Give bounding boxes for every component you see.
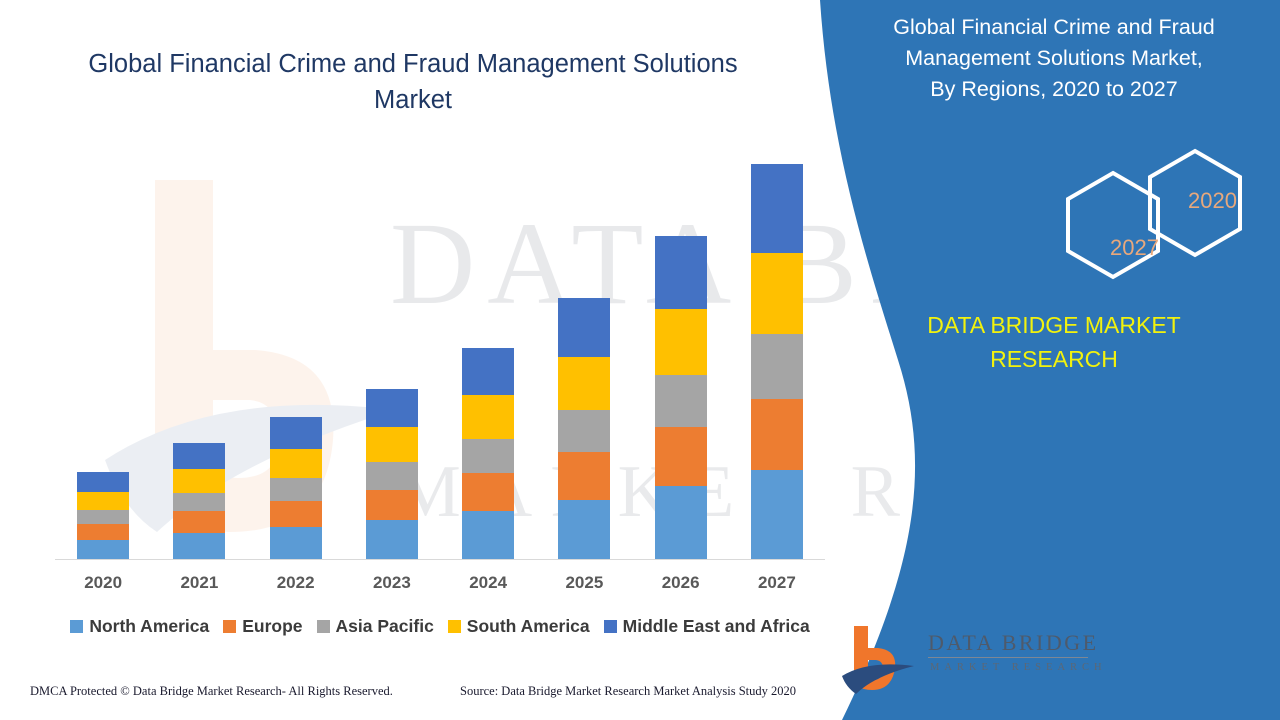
- bar-segment[interactable]: [269, 527, 322, 559]
- bar-segment[interactable]: [269, 478, 322, 502]
- bar-2020[interactable]: [77, 471, 130, 559]
- bar-segment[interactable]: [365, 462, 418, 490]
- bar-segment[interactable]: [77, 492, 130, 511]
- legend-swatch-icon: [603, 620, 617, 633]
- bar-segment[interactable]: [750, 253, 803, 335]
- dbmr-divider: [928, 657, 1088, 658]
- legend-swatch-icon: [223, 620, 237, 633]
- chart-plot-area: [55, 150, 825, 560]
- hexagon-group: 2020 2027: [950, 145, 1270, 285]
- bar-segment[interactable]: [462, 511, 515, 559]
- panel-title-line2: Management Solutions Market,: [905, 46, 1203, 70]
- x-axis-tick-2025: 2025: [565, 573, 604, 592]
- bar-segment[interactable]: [173, 443, 226, 470]
- panel-brand-text: DATA BRIDGE MARKET RESEARCH: [848, 308, 1260, 376]
- bar-segment[interactable]: [558, 410, 611, 453]
- panel-title-line3: By Regions, 2020 to 2027: [930, 77, 1178, 101]
- bar-2021[interactable]: [173, 443, 226, 559]
- bar-segment[interactable]: [77, 523, 130, 540]
- bar-2025[interactable]: [558, 297, 611, 559]
- bar-segment[interactable]: [462, 347, 515, 396]
- hexagon-label-far: 2020: [1188, 188, 1237, 213]
- legend-label: Asia Pacific: [335, 616, 434, 636]
- bar-segment[interactable]: [654, 236, 707, 310]
- legend-item[interactable]: Middle East and Africa: [603, 616, 810, 637]
- bar-segment[interactable]: [558, 297, 611, 357]
- bar-segment[interactable]: [558, 452, 611, 500]
- bar-segment[interactable]: [173, 532, 226, 559]
- bar-segment[interactable]: [654, 427, 707, 487]
- bar-segment[interactable]: [365, 520, 418, 559]
- legend-label: South America: [466, 616, 590, 636]
- bar-segment[interactable]: [558, 356, 611, 411]
- bar-2026[interactable]: [654, 236, 707, 559]
- bar-segment[interactable]: [77, 510, 130, 524]
- dbmr-wordmark: DATA BRIDGE: [928, 630, 1099, 655]
- bar-2024[interactable]: [462, 347, 515, 559]
- bar-segment[interactable]: [269, 417, 322, 449]
- panel-brand-line2: RESEARCH: [990, 346, 1118, 372]
- bar-segment[interactable]: [462, 472, 515, 512]
- legend-item[interactable]: North America: [70, 616, 209, 637]
- bar-segment[interactable]: [750, 398, 803, 471]
- panel-title: Global Financial Crime and Fraud Managem…: [848, 12, 1260, 105]
- x-axis-labels: 2020 2021 2022 2023 2024 2025 2026 2027: [55, 573, 825, 597]
- legend-swatch-icon: [316, 620, 330, 633]
- x-axis-tick-2026: 2026: [661, 573, 700, 592]
- chart-legend: North America Europe Asia Pacific South Ame…: [55, 616, 825, 637]
- bar-segment[interactable]: [365, 427, 418, 463]
- bar-segment[interactable]: [558, 499, 611, 559]
- x-axis-tick-2020: 2020: [84, 573, 123, 592]
- bar-segment[interactable]: [462, 438, 515, 473]
- x-axis-tick-2023: 2023: [372, 573, 411, 592]
- legend-item[interactable]: Asia Pacific: [316, 616, 434, 637]
- bar-segment[interactable]: [173, 469, 226, 494]
- dbmr-logo-mark-icon: [842, 626, 914, 694]
- bar-segment[interactable]: [173, 511, 226, 533]
- bar-segment[interactable]: [173, 493, 226, 512]
- bar-segment[interactable]: [77, 539, 130, 559]
- dbmr-submark: MARKET RESEARCH: [930, 662, 1107, 673]
- footer-source: Source: Data Bridge Market Research Mark…: [460, 684, 797, 698]
- panel-title-line1: Global Financial Crime and Fraud: [893, 15, 1215, 39]
- hexagon-outlines-icon: [1066, 148, 1242, 280]
- legend-swatch-icon: [447, 620, 461, 633]
- bar-segment[interactable]: [269, 501, 322, 528]
- chart-title: Global Financial Crime and Fraud Managem…: [88, 50, 738, 114]
- bar-segment[interactable]: [365, 388, 418, 428]
- bar-segment[interactable]: [269, 448, 322, 479]
- x-axis-line: [55, 559, 825, 560]
- legend-label: Middle East and Africa: [622, 616, 810, 636]
- x-axis-tick-2022: 2022: [276, 573, 315, 592]
- bar-2023[interactable]: [365, 388, 418, 559]
- x-axis-tick-2027: 2027: [757, 573, 796, 592]
- bar-2022[interactable]: [269, 417, 322, 559]
- footer-copyright: DMCA Protected © Data Bridge Market Rese…: [30, 684, 393, 698]
- legend-label: Europe: [242, 616, 303, 636]
- right-side-panel: Global Financial Crime and Fraud Managem…: [820, 0, 1280, 720]
- dbmr-logo: DATA BRIDGE MARKET RESEARCH: [840, 620, 1102, 700]
- bar-2027[interactable]: [750, 163, 803, 559]
- panel-background-shape: [820, 0, 1280, 720]
- panel-content: Global Financial Crime and Fraud Managem…: [820, 0, 1280, 720]
- legend-item[interactable]: Europe: [223, 616, 303, 637]
- panel-brand-line1: DATA BRIDGE MARKET: [927, 312, 1181, 338]
- legend-swatch-icon: [70, 620, 84, 633]
- bar-segment[interactable]: [750, 470, 803, 559]
- bar-segment[interactable]: [77, 471, 130, 492]
- bar-segment[interactable]: [462, 395, 515, 439]
- hexagon-label-near: 2027: [1110, 235, 1159, 260]
- legend-label: North America: [89, 616, 210, 636]
- bar-segment[interactable]: [365, 489, 418, 521]
- bar-segment[interactable]: [654, 309, 707, 375]
- bar-segment[interactable]: [654, 486, 707, 559]
- x-axis-tick-2021: 2021: [180, 573, 219, 592]
- bar-segment[interactable]: [654, 374, 707, 428]
- bar-segment[interactable]: [750, 163, 803, 254]
- bar-segment[interactable]: [750, 334, 803, 399]
- legend-item[interactable]: South America: [447, 616, 590, 637]
- x-axis-tick-2024: 2024: [469, 573, 508, 592]
